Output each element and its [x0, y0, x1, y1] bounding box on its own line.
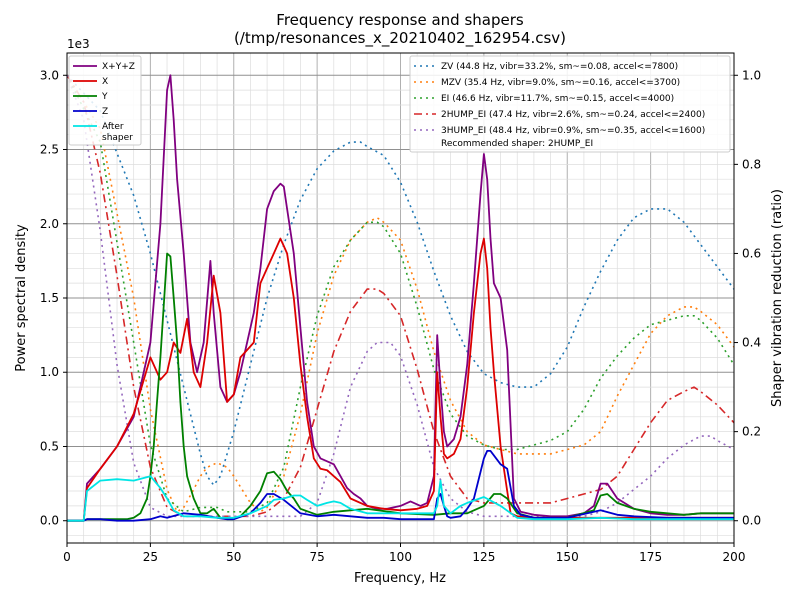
y-tick-label: 2.5: [40, 143, 59, 157]
y2-axis-label: Shaper vibration reduction (ratio): [770, 189, 785, 407]
legend-label: Y: [101, 92, 108, 102]
legend-label: EI (46.6 Hz, vibr=11.7%, sm~=0.15, accel…: [441, 94, 674, 104]
legend-label: 3HUMP_EI (48.4 Hz, vibr=0.9%, sm~=0.35, …: [441, 126, 705, 136]
recommended-shaper-text: Recommended shaper: 2HUMP_EI: [441, 139, 593, 149]
y-axis-ticks: 0.0 0.5 1.0 1.5 2.0 2.5 3.0: [40, 68, 67, 528]
x-axis-ticks: 0 25 50 75 100 125 150 175 200: [63, 543, 745, 564]
y-tick-label: 1.0: [40, 365, 59, 379]
y-tick-label: 0.0: [40, 514, 59, 528]
x-tick-label: 75: [309, 550, 324, 564]
x-tick-label: 150: [556, 550, 579, 564]
x-tick-label: 175: [639, 550, 662, 564]
y-tick-label: 1.5: [40, 291, 59, 305]
psd-line: [67, 475, 734, 522]
chart-subtitle: (/tmp/resonances_x_20210402_162954.csv): [234, 29, 566, 48]
y-tick-label: 2.0: [40, 217, 59, 231]
x-tick-label: 25: [143, 550, 158, 564]
legend-label: ZV (44.8 Hz, vibr=33.2%, sm~=0.08, accel…: [441, 62, 678, 72]
y2-tick-label: 0.2: [742, 425, 761, 439]
x-tick-label: 200: [723, 550, 746, 564]
y2-tick-label: 0.4: [742, 336, 761, 350]
chart-title: Frequency response and shapers: [276, 11, 524, 29]
y2-tick-label: 0.0: [742, 514, 761, 528]
legend-label: MZV (35.4 Hz, vibr=9.0%, sm~=0.16, accel…: [441, 78, 680, 88]
y2-tick-label: 0.6: [742, 246, 761, 260]
y-tick-label: 0.5: [40, 439, 59, 453]
y-multiplier-label: 1e3: [67, 37, 90, 51]
y-tick-label: 3.0: [40, 68, 59, 82]
x-tick-label: 50: [226, 550, 241, 564]
y2-tick-label: 0.8: [742, 157, 761, 171]
shaper-line: [66, 74, 735, 518]
legend-label: X+Y+Z: [102, 62, 135, 72]
shaper-line: [66, 74, 735, 513]
legend-psd: X+Y+Z XYZ After shaper: [68, 55, 142, 146]
psd-line: [67, 237, 734, 522]
y2-tick-label: 1.0: [742, 68, 761, 82]
legend-label: Z: [102, 107, 108, 117]
legend-shapers: Recommended shaper: 2HUMP_EI ZV (44.8 Hz…: [409, 55, 731, 153]
legend-label: 2HUMP_EI (47.4 Hz, vibr=2.6%, sm~=0.24, …: [441, 110, 705, 120]
psd-lines: [67, 74, 734, 522]
y-axis-label: Power spectral density: [14, 224, 29, 372]
legend-label: After shaper: [102, 122, 133, 143]
psd-line: [67, 450, 734, 522]
x-tick-label: 125: [472, 550, 495, 564]
psd-line: [67, 74, 734, 522]
x-tick-label: 100: [389, 550, 412, 564]
x-axis-label: Frequency, Hz: [354, 571, 446, 586]
x-tick-label: 0: [63, 550, 71, 564]
psd-line: [67, 252, 734, 522]
shaper-line: [66, 74, 735, 487]
y2-axis-ticks: 0.0 0.2 0.4 0.6 0.8 1.0: [734, 68, 761, 528]
legend-label: X: [102, 77, 108, 87]
